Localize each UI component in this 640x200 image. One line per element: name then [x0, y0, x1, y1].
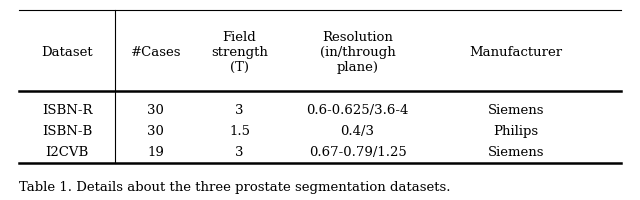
Text: Siemens: Siemens: [488, 146, 544, 159]
Text: Field
strength
(T): Field strength (T): [211, 30, 268, 73]
Text: I2CVB: I2CVB: [45, 146, 88, 159]
Text: Philips: Philips: [493, 124, 538, 137]
Text: 3: 3: [236, 146, 244, 159]
Text: Manufacturer: Manufacturer: [469, 45, 563, 58]
Text: 1.5: 1.5: [229, 124, 250, 137]
Text: 3: 3: [236, 103, 244, 116]
Text: 0.4/3: 0.4/3: [340, 124, 374, 137]
Text: Dataset: Dataset: [41, 45, 93, 58]
Text: 0.6-0.625/3.6-4: 0.6-0.625/3.6-4: [307, 103, 409, 116]
Text: 19: 19: [147, 146, 164, 159]
Text: 30: 30: [147, 124, 164, 137]
Text: #Cases: #Cases: [131, 45, 181, 58]
Text: ISBN-R: ISBN-R: [42, 103, 92, 116]
Text: Resolution
(in/through
plane): Resolution (in/through plane): [319, 30, 396, 73]
Text: ISBN-B: ISBN-B: [42, 124, 92, 137]
Text: Siemens: Siemens: [488, 103, 544, 116]
Text: Table 1. Details about the three prostate segmentation datasets.: Table 1. Details about the three prostat…: [19, 180, 451, 193]
Text: 0.67-0.79/1.25: 0.67-0.79/1.25: [308, 146, 406, 159]
Text: 30: 30: [147, 103, 164, 116]
